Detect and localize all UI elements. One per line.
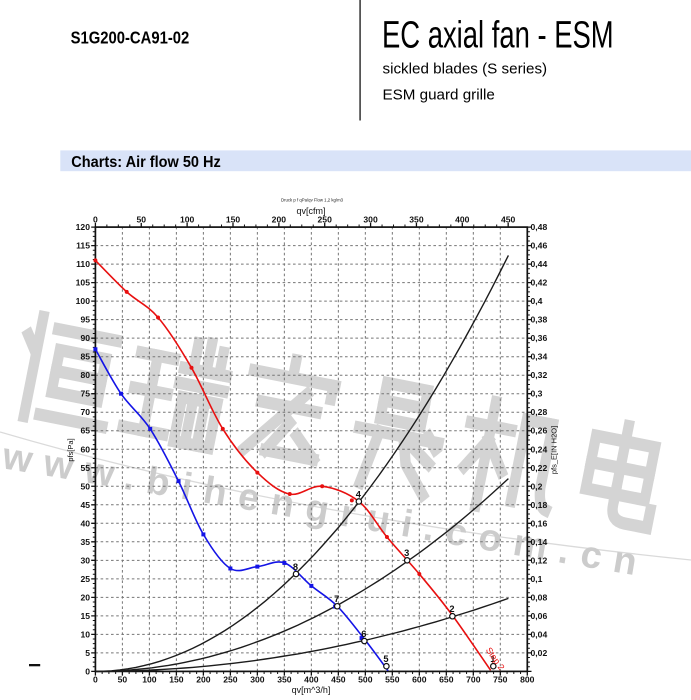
svg-text:qv[cfm]: qv[cfm]	[296, 206, 325, 216]
svg-text:5: 5	[383, 654, 388, 664]
svg-text:25: 25	[80, 574, 90, 584]
svg-text:350: 350	[277, 675, 292, 685]
svg-text:5: 5	[85, 648, 90, 658]
svg-text:800: 800	[520, 675, 535, 685]
svg-text:20: 20	[80, 592, 90, 602]
svg-text:0,36: 0,36	[531, 333, 548, 343]
svg-text:0,12: 0,12	[531, 555, 548, 565]
svg-text:0,08: 0,08	[531, 592, 548, 602]
svg-text:Druck p f qPa/qv Flow 1,2 kg/m: Druck p f qPa/qv Flow 1,2 kg/m3	[281, 198, 344, 203]
svg-text:80: 80	[80, 370, 90, 380]
svg-text:120: 120	[76, 222, 91, 232]
svg-text:300: 300	[250, 675, 265, 685]
svg-text:15: 15	[80, 611, 90, 621]
svg-text:200: 200	[272, 214, 287, 224]
svg-text:90: 90	[80, 333, 90, 343]
svg-text:50: 50	[118, 675, 128, 685]
svg-text:200: 200	[196, 675, 211, 685]
svg-text:0,2: 0,2	[531, 481, 543, 491]
svg-text:0,02: 0,02	[531, 648, 548, 658]
svg-text:10: 10	[80, 629, 90, 639]
svg-text:8: 8	[293, 562, 298, 572]
svg-text:Charts: Air flow 50 Hz: Charts: Air flow 50 Hz	[71, 153, 221, 171]
svg-text:sickled blades (S series): sickled blades (S series)	[383, 61, 548, 78]
svg-text:0: 0	[93, 214, 98, 224]
svg-text:100: 100	[76, 296, 91, 306]
svg-text:0,06: 0,06	[531, 611, 548, 621]
svg-text:700: 700	[466, 675, 481, 685]
svg-text:400: 400	[455, 214, 470, 224]
svg-text:600: 600	[412, 675, 427, 685]
svg-text:ESM guard grille: ESM guard grille	[383, 87, 495, 104]
svg-text:150: 150	[226, 214, 241, 224]
svg-text:550: 550	[385, 675, 400, 685]
svg-text:750: 750	[493, 675, 508, 685]
svg-text:75: 75	[80, 389, 90, 399]
svg-text:0,3: 0,3	[531, 389, 543, 399]
svg-text:500: 500	[358, 675, 373, 685]
svg-text:30: 30	[80, 555, 90, 565]
svg-text:0,4: 0,4	[531, 296, 543, 306]
svg-text:7: 7	[334, 594, 339, 604]
svg-text:70: 70	[80, 407, 90, 417]
svg-text:110: 110	[76, 259, 90, 269]
svg-text:250: 250	[223, 675, 238, 685]
svg-text:400: 400	[304, 675, 319, 685]
svg-text:0,48: 0,48	[531, 222, 548, 232]
svg-text:250: 250	[318, 214, 333, 224]
svg-text:0,14: 0,14	[531, 537, 548, 547]
svg-text:150: 150	[169, 675, 184, 685]
svg-text:450: 450	[331, 675, 346, 685]
svg-text:0,04: 0,04	[531, 629, 548, 639]
svg-text:qv[m^3/h]: qv[m^3/h]	[292, 685, 331, 695]
svg-text:85: 85	[80, 352, 90, 362]
svg-text:95: 95	[80, 315, 90, 325]
svg-text:3: 3	[404, 548, 409, 558]
svg-text:300: 300	[363, 214, 378, 224]
svg-text:0,46: 0,46	[531, 241, 548, 251]
svg-text:350: 350	[409, 214, 424, 224]
svg-text:115: 115	[76, 241, 90, 251]
svg-text:0,18: 0,18	[531, 500, 548, 510]
svg-text:100: 100	[142, 675, 157, 685]
svg-text:0,34: 0,34	[531, 352, 548, 362]
svg-text:2: 2	[449, 604, 454, 614]
svg-text:50: 50	[136, 214, 146, 224]
svg-text:0: 0	[93, 675, 98, 685]
svg-text:1: 1	[490, 654, 495, 664]
svg-text:60: 60	[80, 444, 90, 454]
svg-text:6: 6	[361, 629, 366, 639]
svg-text:0,26: 0,26	[531, 426, 548, 436]
svg-text:0,1: 0,1	[531, 574, 543, 584]
svg-text:40: 40	[80, 518, 90, 528]
svg-text:0,42: 0,42	[531, 278, 548, 288]
svg-text:0,22: 0,22	[531, 463, 548, 473]
svg-text:100: 100	[180, 214, 195, 224]
svg-text:pfs_E[IN H2O]: pfs_E[IN H2O]	[550, 426, 559, 474]
svg-text:50: 50	[80, 481, 90, 491]
svg-text:0,16: 0,16	[531, 518, 548, 528]
svg-text:4: 4	[356, 489, 362, 499]
svg-text:65: 65	[80, 426, 90, 436]
svg-text:EC axial fan - ESM: EC axial fan - ESM	[382, 14, 614, 56]
svg-text:0,32: 0,32	[531, 370, 548, 380]
svg-text:55: 55	[80, 463, 90, 473]
svg-text:0,24: 0,24	[531, 444, 548, 454]
svg-text:pfs[Pa]: pfs[Pa]	[66, 438, 75, 461]
svg-text:0: 0	[85, 666, 90, 676]
svg-text:S1G200-CA91-02: S1G200-CA91-02	[71, 28, 190, 48]
svg-text:450: 450	[501, 214, 516, 224]
svg-text:35: 35	[80, 537, 90, 547]
svg-text:45: 45	[80, 500, 90, 510]
svg-text:0,44: 0,44	[531, 259, 548, 269]
svg-text:0,38: 0,38	[531, 315, 548, 325]
svg-text:650: 650	[439, 675, 454, 685]
svg-text:0,28: 0,28	[531, 407, 548, 417]
svg-text:105: 105	[76, 278, 91, 288]
